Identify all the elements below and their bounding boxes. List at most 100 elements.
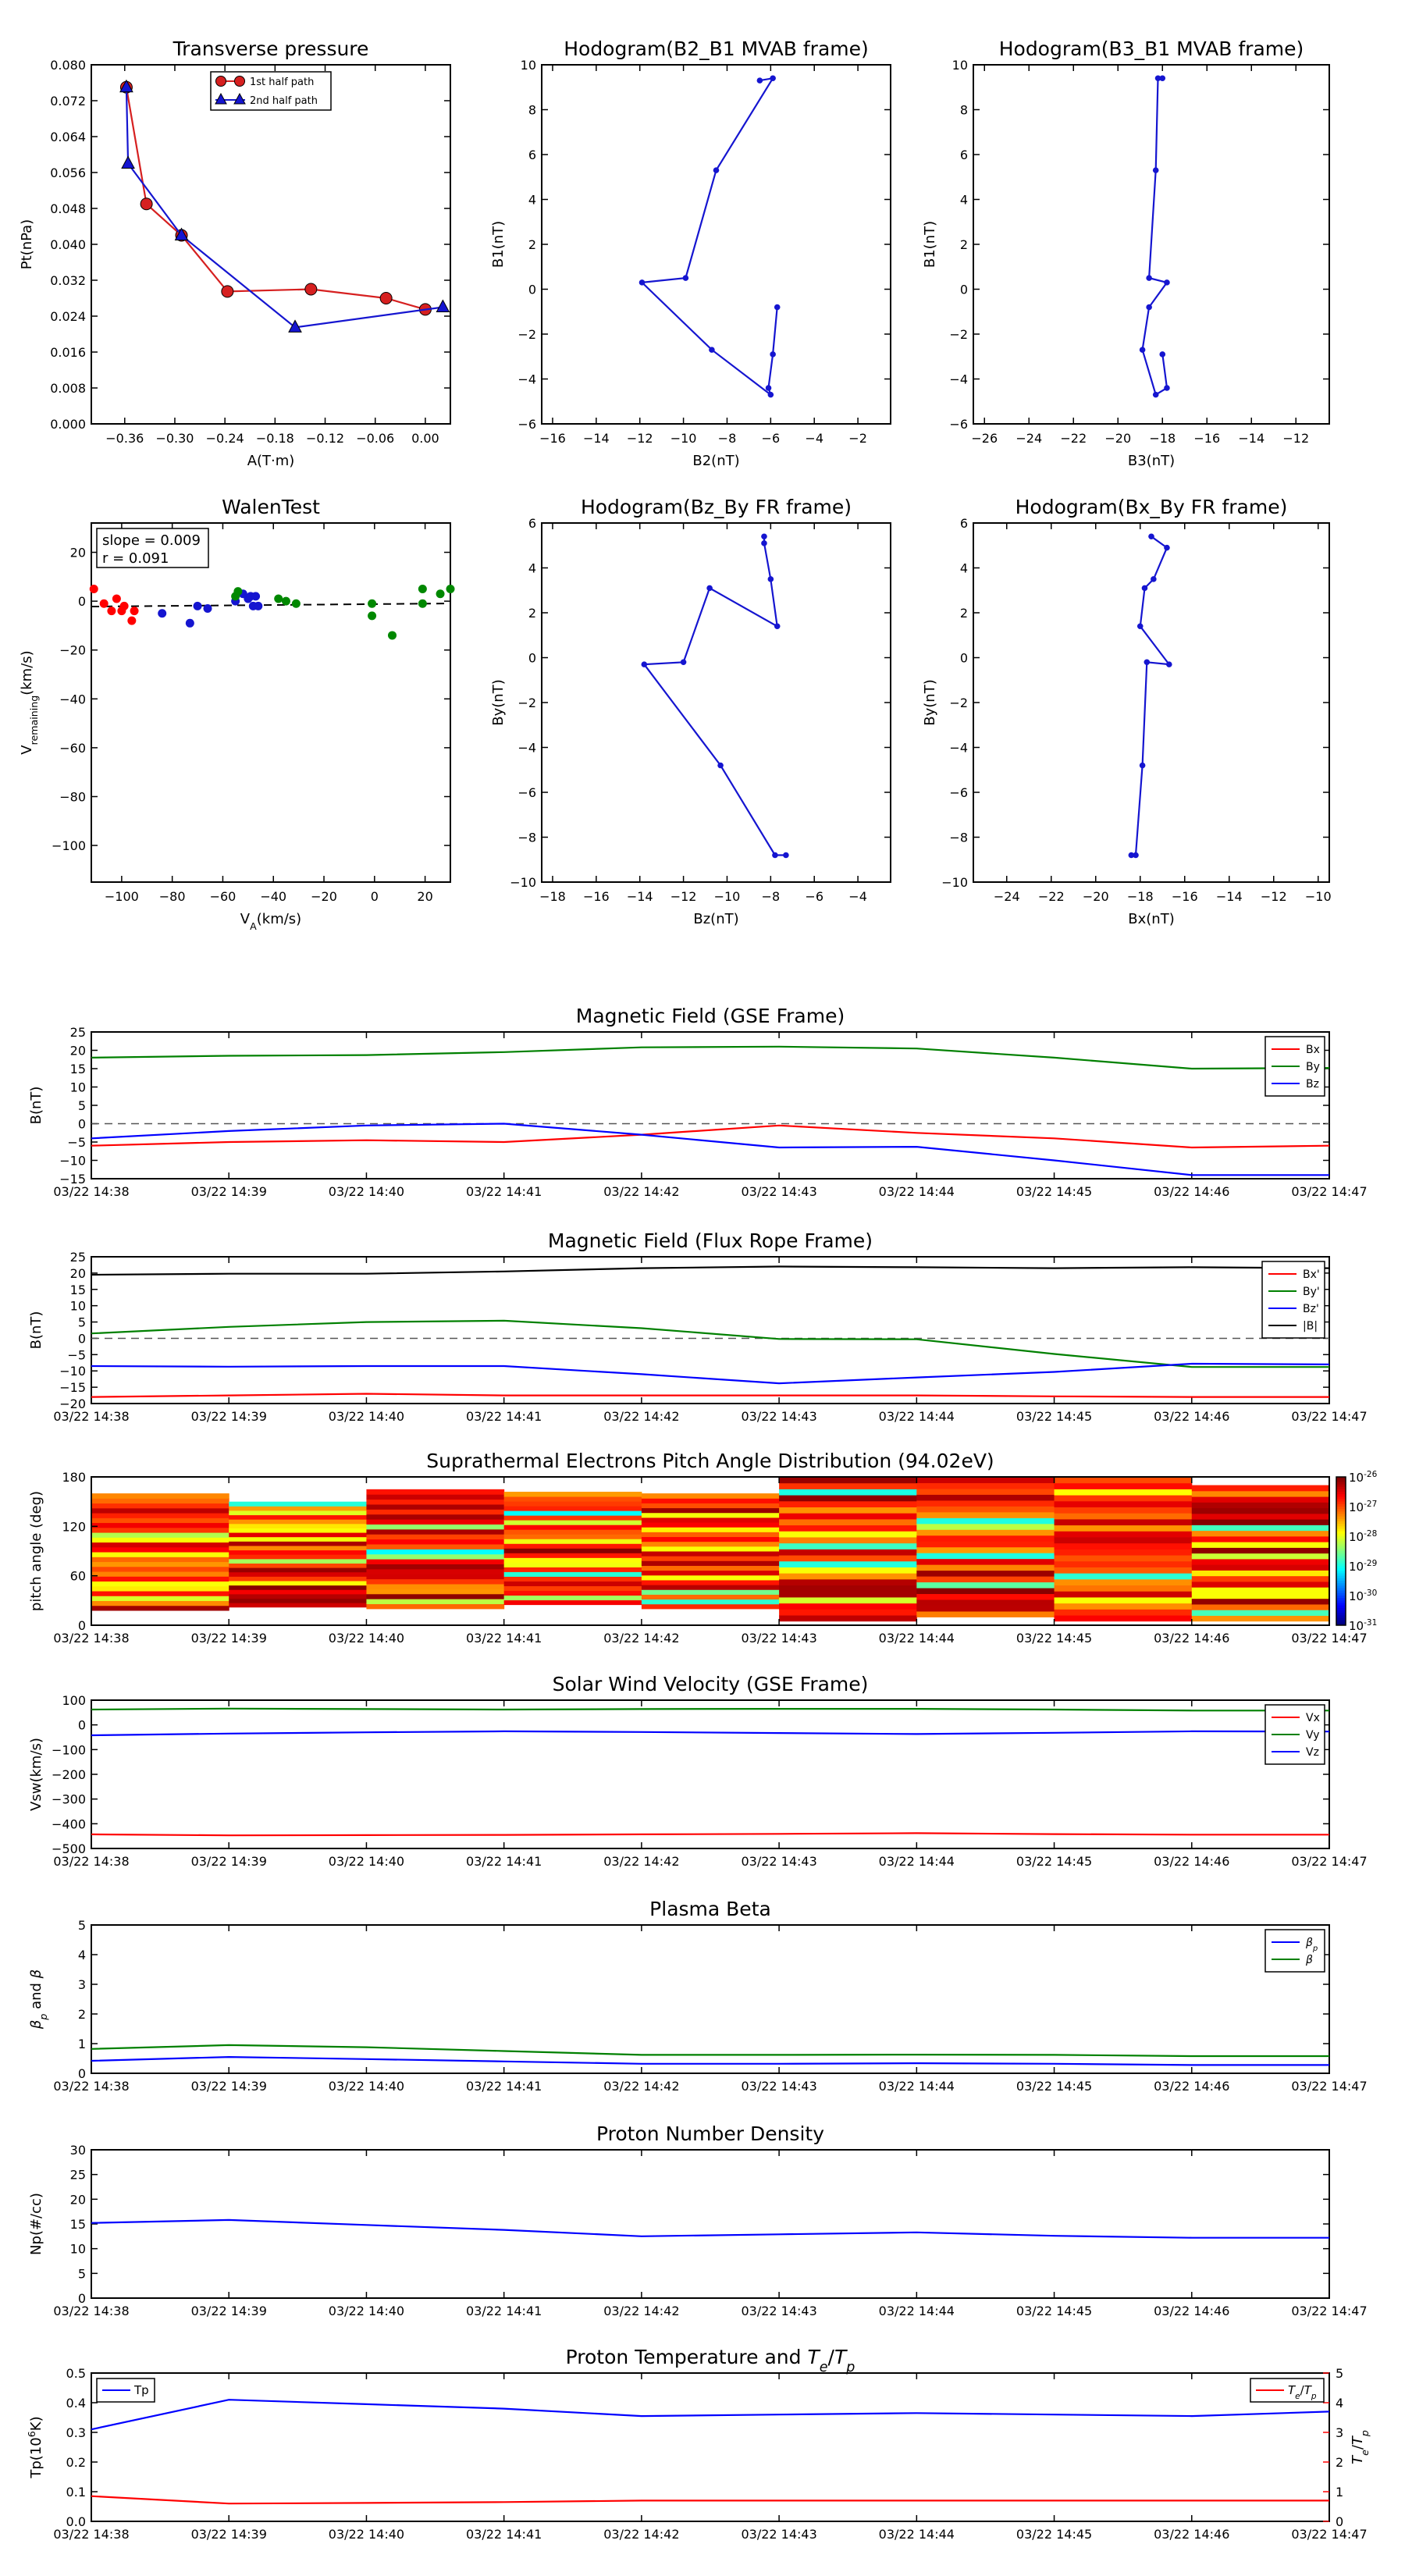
- data-point: [1146, 304, 1152, 311]
- x-axis-label: B3(nT): [1128, 453, 1175, 469]
- heatmap-cell: [229, 1581, 367, 1586]
- heatmap-cell: [503, 1492, 642, 1497]
- heatmap-cell: [916, 1482, 1055, 1489]
- chart-title: Hodogram(B3_B1 MVAB frame): [999, 37, 1304, 60]
- heatmap-cell: [916, 1546, 1055, 1553]
- heatmap-cell: [779, 1525, 917, 1532]
- y-tick-label: −10: [510, 875, 536, 890]
- data-point: [770, 351, 776, 358]
- colorbar-segment: [1336, 1531, 1346, 1535]
- heatmap-cell: [503, 1501, 642, 1507]
- heatmap-cell: [1191, 1535, 1330, 1542]
- x-tick-label: −10: [1305, 889, 1332, 904]
- heatmap-cell: [779, 1518, 917, 1526]
- colorbar-segment: [1336, 1492, 1346, 1495]
- heatmap-cell: [366, 1499, 505, 1505]
- data-point: [774, 623, 781, 630]
- x-tick-label: 03/22 14:44: [879, 1184, 955, 1199]
- colorbar-segment: [1336, 1590, 1346, 1594]
- x-tick-label: 03/22 14:38: [53, 2304, 129, 2318]
- legend: βpβ: [1264, 1929, 1325, 1973]
- axes-frame: [91, 522, 451, 883]
- y-tick-label: 20: [70, 1266, 86, 1281]
- y-axis-label: Np(#/cc): [28, 2193, 44, 2255]
- data-point: [251, 592, 261, 601]
- y2-tick-label: 0: [1336, 2514, 1343, 2529]
- y-tick-label: 0: [78, 1618, 86, 1633]
- data-point: [1164, 279, 1170, 286]
- heatmap-cell: [1054, 1615, 1193, 1622]
- colorbar-segment: [1336, 1503, 1346, 1507]
- heatmap-cell: [779, 1603, 917, 1610]
- y2-tick-label: 5: [1336, 2366, 1343, 2381]
- x-tick-label: 03/22 14:40: [329, 2527, 404, 2542]
- data-point: [770, 75, 776, 82]
- x-tick-label: 03/22 14:47: [1291, 2079, 1367, 2094]
- y-tick-label: 0.008: [50, 381, 86, 396]
- heatmap-cell: [916, 1588, 1055, 1595]
- legend: Bx' By' Bz' |B|: [1261, 1261, 1325, 1339]
- heatmap-cell: [779, 1542, 917, 1550]
- data-point: [709, 347, 715, 353]
- colorbar-segment: [1336, 1607, 1346, 1611]
- heatmap-cell: [229, 1558, 367, 1564]
- colorbar-segment: [1336, 1603, 1346, 1606]
- y-tick-label: 0: [78, 2291, 86, 2306]
- heatmap-cell: [229, 1563, 367, 1568]
- heatmap-cell: [1191, 1553, 1330, 1560]
- colorbar-segment: [1336, 1514, 1346, 1517]
- heatmap-cell: [1054, 1603, 1193, 1610]
- heatmap-cell: [91, 1576, 229, 1582]
- heatmap-cell: [91, 1552, 229, 1557]
- x-tick-label: 03/22 14:40: [329, 1631, 404, 1646]
- x-tick-label: 03/22 14:47: [1291, 1854, 1367, 1869]
- y-tick-label: 6: [960, 148, 968, 162]
- axes-frame: [541, 64, 891, 425]
- legend-label: By: [1306, 1061, 1320, 1073]
- y-tick-label: 10: [70, 1080, 86, 1095]
- heatmap-cell: [91, 1585, 229, 1592]
- heatmap-cell: [1054, 1536, 1193, 1544]
- x-tick-label: −18: [539, 889, 566, 904]
- heatmap-cell: [641, 1585, 780, 1590]
- y-axis-label: βp and β: [28, 1969, 49, 2030]
- x-tick-label: −24: [1016, 431, 1042, 446]
- colorbar-segment: [1336, 1536, 1346, 1539]
- y-tick-label: 0.056: [50, 165, 86, 180]
- colorbar-tick-label: 10-26: [1349, 1470, 1378, 1485]
- data-point: [291, 599, 301, 608]
- heatmap-cell: [366, 1603, 505, 1610]
- heatmap-cell: [1191, 1610, 1330, 1616]
- chart-title: Suprathermal Electrons Pitch Angle Distr…: [426, 1450, 994, 1472]
- heatmap-cell: [229, 1598, 367, 1603]
- heatmap-cell: [503, 1520, 642, 1525]
- heatmap-cell: [641, 1493, 780, 1499]
- data-point: [281, 596, 290, 606]
- y-tick-label: 0.064: [50, 130, 86, 144]
- data-point: [1164, 544, 1170, 551]
- colorbar-segment: [1336, 1563, 1346, 1567]
- data-point: [783, 852, 789, 859]
- y-tick-label: −4: [518, 741, 536, 756]
- y-tick-label: −200: [52, 1767, 86, 1782]
- x-tick-label: 03/22 14:43: [741, 2304, 816, 2318]
- chart-title: Magnetic Field (Flux Rope Frame): [548, 1229, 873, 1252]
- colorbar-tick-label: 10-27: [1349, 1500, 1377, 1514]
- colorbar-segment: [1336, 1539, 1346, 1542]
- colorbar-tick-label: 10-29: [1349, 1559, 1377, 1574]
- data-point: [1146, 275, 1152, 281]
- y-tick-label: 5: [78, 2266, 86, 2281]
- y-tick-label: 2: [960, 606, 968, 621]
- heatmap-cell: [366, 1599, 505, 1605]
- y-axis-label: Vremaining(km/s): [19, 650, 40, 754]
- heatmap-cell: [503, 1510, 642, 1516]
- y-tick-label: 20: [70, 1044, 86, 1059]
- x-tick-label: −22: [1060, 431, 1087, 446]
- heatmap-cell: [366, 1514, 505, 1520]
- heatmap-cell: [366, 1574, 505, 1580]
- colorbar-segment: [1336, 1556, 1346, 1559]
- y-tick-label: 2: [528, 237, 536, 252]
- x-tick-label: 03/22 14:38: [53, 1184, 129, 1199]
- colorbar-segment: [1336, 1494, 1346, 1497]
- y-axis-label: B1(nT): [922, 221, 938, 268]
